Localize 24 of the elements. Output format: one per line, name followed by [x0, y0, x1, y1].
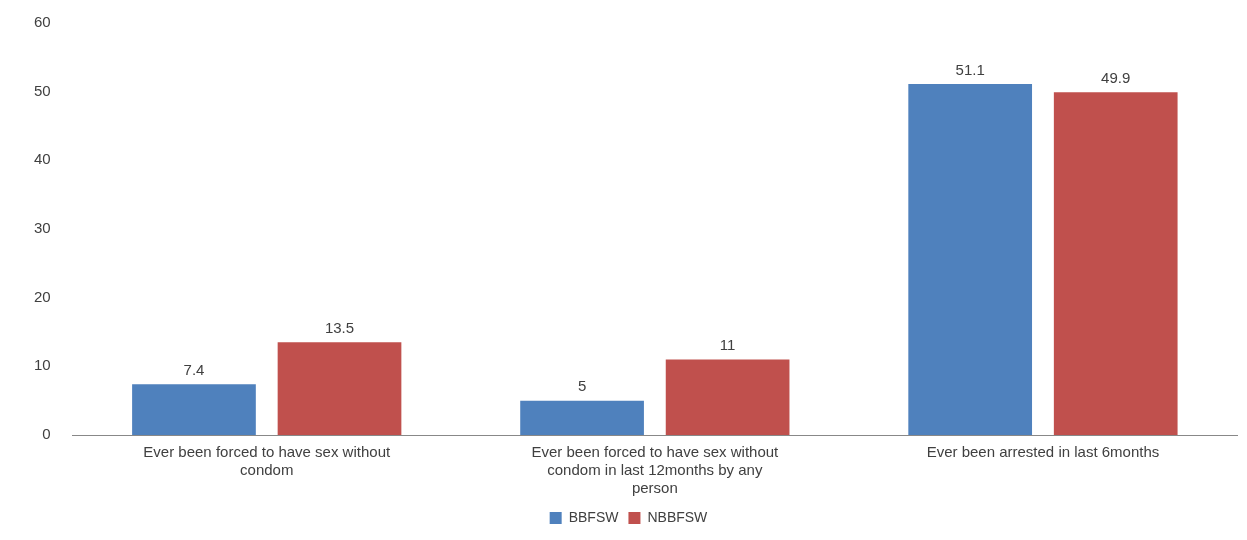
bar: [277, 342, 402, 435]
x-tick-label: Ever been arrested in last 6months: [926, 443, 1160, 461]
x-tick-label: Ever been forced to have sex without condom in last 12months by any person: [531, 443, 780, 497]
bar: [132, 384, 256, 435]
y-tick-label: 30: [34, 219, 51, 237]
legend-label: NBBFSW: [647, 508, 709, 525]
data-label: 11: [719, 336, 736, 354]
data-label: 51.1: [955, 60, 985, 78]
bar: [665, 359, 790, 435]
data-label: 49.9: [1101, 68, 1131, 86]
legend-label: BBFSW: [568, 508, 620, 525]
y-tick-label: 60: [34, 13, 51, 31]
data-label: 7.4: [183, 360, 205, 378]
x-tick-label: Ever been forced to have sex without condom: [143, 443, 391, 479]
data-label: 13.5: [324, 318, 355, 336]
y-tick-label: 20: [34, 287, 51, 305]
bar: [908, 84, 1033, 435]
y-tick-label: 0: [42, 425, 51, 443]
y-tick-label: 10: [34, 356, 51, 374]
y-tick-label: 50: [34, 81, 51, 99]
bar: [1053, 92, 1178, 435]
y-tick-label: 40: [34, 150, 51, 168]
bar: [520, 400, 644, 435]
data-label: 5: [577, 377, 587, 395]
